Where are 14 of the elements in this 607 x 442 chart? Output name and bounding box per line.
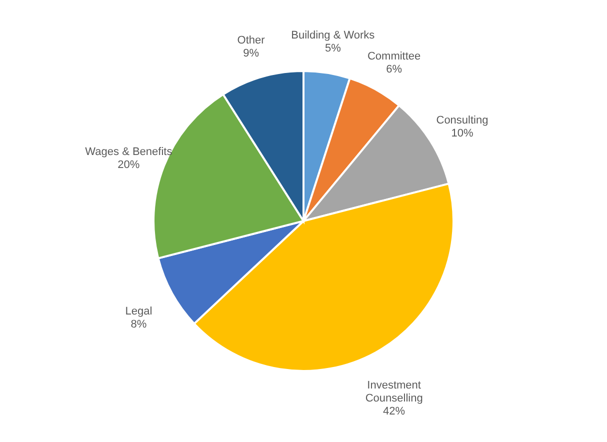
slice-label: Consulting bbox=[436, 114, 488, 126]
data-label: 8% bbox=[130, 318, 147, 331]
data-label: 42% bbox=[383, 406, 406, 418]
slice-label: Other bbox=[237, 34, 266, 46]
slice-label: Investment Counselling bbox=[365, 380, 423, 405]
slice-label: Building & Works bbox=[291, 29, 376, 42]
data-label: 6% bbox=[386, 63, 402, 76]
data-label: 10% bbox=[451, 127, 474, 140]
slice-label: Committee bbox=[367, 50, 421, 62]
data-label: 9% bbox=[243, 47, 260, 60]
slice-label: Wages & Benefits bbox=[85, 146, 173, 158]
slice-label: Legal bbox=[125, 306, 152, 318]
data-label: 20% bbox=[118, 158, 140, 171]
data-label: 5% bbox=[324, 42, 342, 54]
